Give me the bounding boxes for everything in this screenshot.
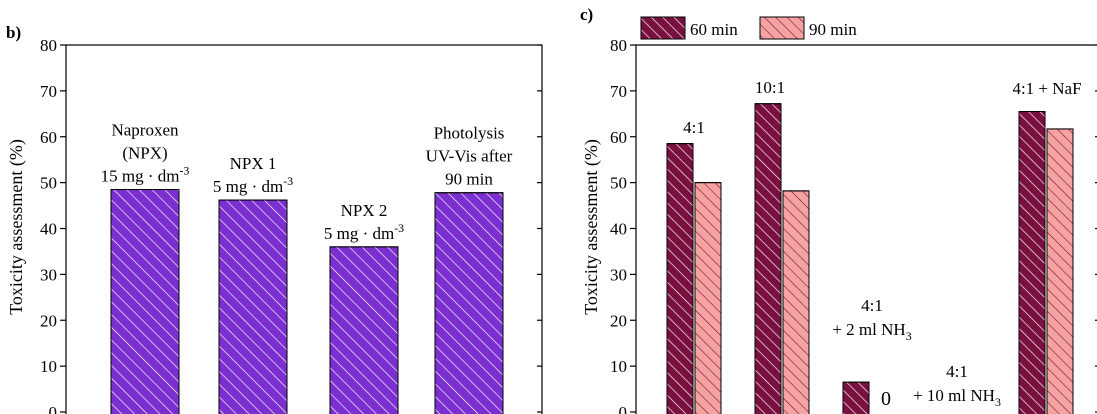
panel-b-bar-hatch	[110, 189, 180, 414]
panel-b-bar-label: NPX 2	[341, 201, 388, 220]
panel-b-bar-label: NPX 1	[230, 154, 277, 173]
panel-b-y-axis-label: Toxicity assessment (%)	[6, 139, 27, 315]
panel-c-bar-hatch	[754, 103, 782, 414]
panel-c-y-tick-label: 20	[610, 311, 627, 330]
panel-b-y-tick-label: 10	[40, 357, 57, 376]
panel-b-bar-label: 90 min	[445, 170, 493, 189]
panel-c-y-tick-label: 50	[610, 174, 627, 193]
panel-c-group-label: + 2 ml NH3	[832, 320, 911, 343]
panel-b-y-tick-label: 0	[49, 403, 58, 414]
panel-b-bar-label: Photolysis	[434, 124, 505, 143]
panel-b-y-tick-label: 30	[40, 265, 57, 284]
panel-b-y-tick-label: 60	[40, 128, 57, 147]
panel-c-y-tick-label: 0	[619, 403, 628, 414]
panel-c-group-label: 4:1	[683, 118, 705, 137]
panel-c-bar-hatch	[782, 190, 810, 414]
panel-b-bar-label: 5 mg · dm-3	[213, 174, 293, 196]
panel-c-group-label: 4:1	[946, 362, 968, 381]
panel-c-bar-hatch	[694, 182, 722, 414]
panel-b-y-tick-label: 50	[40, 174, 57, 193]
panel-b-bar-hatch	[329, 246, 399, 414]
panel-c-y-tick-label: 10	[610, 357, 627, 376]
panel-c-y-tick-label: 80	[610, 36, 627, 55]
legend-swatch-hatch	[640, 16, 686, 40]
panel-b-y-tick-label: 80	[40, 36, 57, 55]
panel-b-bar-hatch	[218, 199, 288, 414]
panel-b: b) Toxicity assessment (%) 0 10 20 30 40 50 60…	[6, 23, 543, 414]
panel-c-group-label: 4:1	[861, 296, 883, 315]
legend-label: 60 min	[690, 20, 738, 39]
panel-c-bar-hatch	[842, 381, 870, 414]
panel-b-y-tick-label: 20	[40, 311, 57, 330]
legend-swatch-hatch	[759, 16, 805, 40]
panel-c-group-label: + 10 ml NH3	[913, 386, 1001, 409]
panel-b-y-tick-label: 40	[40, 220, 57, 239]
panel-c-y-axis-label: Toxicity assessment (%)	[581, 139, 602, 315]
panel-c-group-label: 10:1	[755, 78, 785, 97]
panel-b-plot-frame	[65, 44, 543, 414]
panel-b-bar-label: 15 mg · dm-3	[101, 164, 190, 186]
panel-c-y-tick-label: 70	[610, 82, 627, 101]
panel-b-y-tick-label: 70	[40, 82, 57, 101]
panel-c-group-label: 4:1 + NaF	[1012, 79, 1081, 98]
panel-c-zero-label: 0	[881, 388, 891, 410]
panel-b-bar-label: 5 mg · dm-3	[324, 221, 404, 243]
panel-b-label: b)	[6, 23, 21, 42]
panel-c-y-tick-label: 30	[610, 265, 627, 284]
panel-c-bar-hatch	[1018, 111, 1046, 414]
panel-c: c) Toxicity assessment (%) 0 10 20 30 40 50 60…	[580, 5, 1097, 414]
panel-b-bar-hatch	[434, 192, 504, 414]
panel-c-label: c)	[580, 5, 593, 24]
legend-label: 90 min	[809, 20, 857, 39]
panel-c-bar-hatch	[666, 143, 694, 414]
panel-c-legend: 60 min 90 min	[640, 16, 857, 40]
panel-b-bar-label: Naproxen	[111, 121, 179, 140]
panel-b-bar-label: UV-Vis after	[426, 147, 513, 166]
panel-b-bar-label: (NPX)	[122, 144, 167, 163]
panel-c-y-tick-label: 60	[610, 128, 627, 147]
panel-c-y-tick-label: 40	[610, 220, 627, 239]
panel-c-bar-hatch	[1046, 128, 1074, 414]
